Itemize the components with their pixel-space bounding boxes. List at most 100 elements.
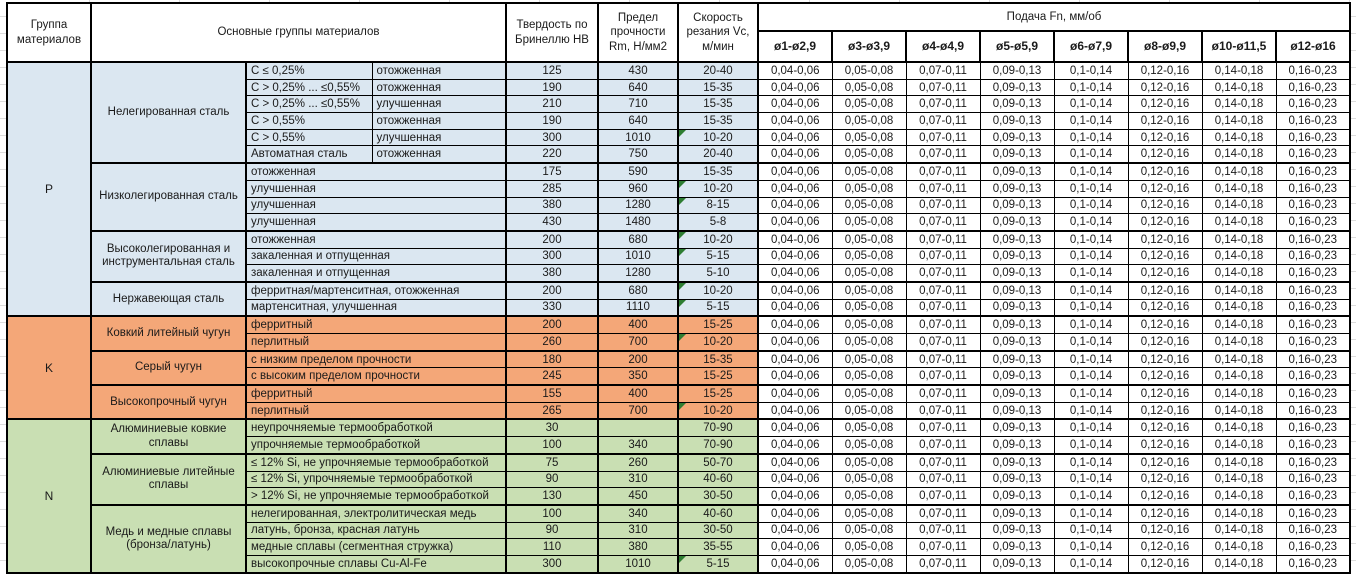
material-state-cell: отожженная	[371, 112, 507, 130]
feed-value-cell: 0,05-0,08	[831, 280, 907, 300]
feed-value-cell: 0,16-0,23	[1275, 179, 1351, 198]
feed-value-cell: 0,09-0,13	[979, 554, 1055, 574]
strength-cell: 680	[597, 280, 679, 300]
feed-value-cell: 0,05-0,08	[831, 112, 907, 130]
feed-value-cell: 0,16-0,23	[1275, 554, 1351, 574]
feed-value-cell: 0,16-0,23	[1275, 401, 1351, 420]
feed-value-cell: 0,09-0,13	[979, 128, 1055, 147]
feed-value-cell: 0,1-0,14	[1053, 112, 1129, 130]
feed-value-cell: 0,1-0,14	[1053, 418, 1129, 438]
feed-value-cell: 0,12-0,16	[1127, 196, 1203, 215]
feed-value-cell: 0,1-0,14	[1053, 145, 1129, 164]
strength-cell: 350	[597, 367, 679, 386]
speed-cell: 5-10	[677, 264, 759, 283]
hardness-cell: 260	[505, 332, 599, 352]
material-desc-cell: перлитный	[245, 332, 507, 352]
feed-value-cell: 0,04-0,06	[757, 213, 833, 232]
material-type-cell: С > 0,55%	[245, 128, 373, 147]
feed-value-cell: 0,04-0,06	[757, 229, 833, 249]
feed-value-cell: 0,07-0,11	[905, 487, 981, 506]
feed-value-cell: 0,05-0,08	[831, 213, 907, 232]
feed-value-cell: 0,07-0,11	[905, 349, 981, 369]
speed-cell: 15-35	[677, 95, 759, 114]
feed-value-cell: 0,14-0,18	[1201, 401, 1277, 420]
strength-cell: 680	[597, 229, 679, 249]
material-desc-cell: с высоким пределом прочности	[245, 367, 507, 386]
feed-value-cell: 0,07-0,11	[905, 452, 981, 472]
strength-cell: 1010	[597, 554, 679, 574]
comment-flag-icon	[680, 130, 686, 137]
material-state-cell: отожженная	[371, 145, 507, 164]
hardness-cell: 190	[505, 78, 599, 97]
feed-value-cell: 0,07-0,11	[905, 196, 981, 215]
feed-value-cell: 0,05-0,08	[831, 60, 907, 80]
speed-cell: 10-20	[677, 179, 759, 198]
strength-cell: 1010	[597, 247, 679, 266]
feed-value-cell: 0,12-0,16	[1127, 452, 1203, 472]
hardness-cell: 110	[505, 538, 599, 556]
feed-value-cell: 0,14-0,18	[1201, 78, 1277, 97]
feed-value-cell: 0,12-0,16	[1127, 487, 1203, 506]
feed-value-cell: 0,12-0,16	[1127, 162, 1203, 181]
feed-value-cell: 0,16-0,23	[1275, 280, 1351, 300]
feed-value-cell: 0,07-0,11	[905, 280, 981, 300]
feed-value-cell: 0,07-0,11	[905, 332, 981, 352]
material-desc-cell: нелегированная, электролитическая медь	[245, 503, 507, 523]
strength-cell: 260	[597, 452, 679, 472]
feed-value-cell: 0,07-0,11	[905, 145, 981, 164]
feed-value-cell: 0,05-0,08	[831, 487, 907, 506]
feed-value-cell: 0,14-0,18	[1201, 298, 1277, 317]
feed-value-cell: 0,16-0,23	[1275, 367, 1351, 386]
feed-value-cell: 0,12-0,16	[1127, 78, 1203, 97]
feed-value-cell: 0,04-0,06	[757, 401, 833, 420]
feed-value-cell: 0,09-0,13	[979, 384, 1055, 403]
feed-value-cell: 0,12-0,16	[1127, 112, 1203, 130]
strength-cell: 1280	[597, 264, 679, 283]
hardness-cell: 200	[505, 280, 599, 300]
feed-diameter-header: ø5-ø5,9	[979, 30, 1055, 63]
feed-value-cell: 0,07-0,11	[905, 418, 981, 438]
speed-cell: 35-55	[677, 538, 759, 556]
strength-cell: 1480	[597, 213, 679, 232]
hardness-cell: 265	[505, 401, 599, 420]
comment-flag-icon	[680, 334, 686, 341]
material-desc-cell: улучшенная	[245, 196, 507, 215]
speed-cell: 70-90	[677, 418, 759, 438]
feed-value-cell: 0,09-0,13	[979, 418, 1055, 438]
feed-value-cell: 0,12-0,16	[1127, 384, 1203, 403]
feed-value-cell: 0,16-0,23	[1275, 196, 1351, 215]
feed-diameter-header: ø3-ø3,9	[831, 30, 907, 63]
feed-value-cell: 0,12-0,16	[1127, 436, 1203, 455]
feed-value-cell: 0,1-0,14	[1053, 554, 1129, 574]
feed-value-cell: 0,14-0,18	[1201, 60, 1277, 80]
feed-value-cell: 0,1-0,14	[1053, 229, 1129, 249]
hardness-cell: 190	[505, 112, 599, 130]
material-type-cell: С > 0,25% ... ≤0,55%	[245, 78, 373, 97]
strength-cell: 710	[597, 95, 679, 114]
feed-value-cell: 0,07-0,11	[905, 213, 981, 232]
speed-cell: 20-40	[677, 145, 759, 164]
feed-value-cell: 0,05-0,08	[831, 554, 907, 574]
subgroup-name-cell: Низколегированная сталь	[90, 162, 247, 232]
feed-value-cell: 0,12-0,16	[1127, 264, 1203, 283]
feed-value-cell: 0,1-0,14	[1053, 128, 1129, 147]
strength-cell: 340	[597, 436, 679, 455]
feed-value-cell: 0,14-0,18	[1201, 264, 1277, 283]
material-state-cell: отожженная	[371, 78, 507, 97]
material-desc-cell: медные сплавы (сегментная стружка)	[245, 538, 507, 556]
feed-value-cell: 0,09-0,13	[979, 179, 1055, 198]
feed-value-cell: 0,12-0,16	[1127, 95, 1203, 114]
feed-value-cell: 0,07-0,11	[905, 367, 981, 386]
feed-value-cell: 0,1-0,14	[1053, 60, 1129, 80]
strength-cell	[597, 418, 679, 438]
hardness-cell: 100	[505, 503, 599, 523]
hardness-cell: 300	[505, 247, 599, 266]
feed-value-cell: 0,1-0,14	[1053, 332, 1129, 352]
feed-value-cell: 0,09-0,13	[979, 60, 1055, 80]
speed-cell: 15-35	[677, 112, 759, 130]
material-desc-cell: > 12% Si, не упрочняемые термообработкой	[245, 487, 507, 506]
feed-value-cell: 0,05-0,08	[831, 384, 907, 403]
material-type-cell: С > 0,25% ... ≤0,55%	[245, 95, 373, 114]
hardness-header: Твердость по Бринеллю HB	[505, 2, 599, 63]
